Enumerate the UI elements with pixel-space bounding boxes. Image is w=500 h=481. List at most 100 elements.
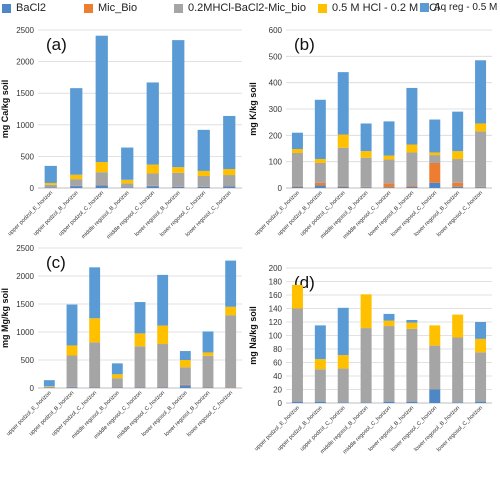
bar-segment (406, 87, 418, 145)
y-tick-label: 0 (278, 184, 283, 193)
y-tick-label: 500 (269, 52, 283, 61)
bar-segment (111, 363, 123, 375)
bar-segment (291, 149, 303, 153)
bar-segment (89, 267, 101, 319)
y-tick-label: 0 (30, 184, 35, 193)
legend-swatch (174, 3, 183, 13)
bar-segment (406, 144, 418, 153)
bar-segment (95, 172, 108, 186)
y-axis-label: mg K/kg soil (248, 82, 258, 136)
bar-segment (475, 322, 487, 339)
legend-item-mic-bio: Mic_Bio (84, 2, 137, 14)
bar-segment (291, 284, 303, 309)
bar-segment (223, 115, 236, 170)
bar-segment (70, 179, 83, 186)
bar-segment (452, 337, 464, 403)
bar-segment (360, 402, 372, 403)
y-tick-label: 1000 (16, 328, 34, 337)
bar-segment (66, 345, 78, 356)
bar-segment (314, 159, 326, 163)
bar-segment (337, 355, 349, 369)
bar-segment (179, 351, 191, 360)
bar-segment (314, 369, 326, 402)
x-tick-label: lower regosol_B_horizon (134, 190, 182, 238)
bar-segment (452, 314, 464, 338)
x-tick-label: lower regosol_B_horizon (413, 190, 461, 238)
bar-segment (134, 387, 146, 388)
x-tick-label: upper podzol_E_horizon (7, 190, 54, 237)
y-tick-label: 1500 (16, 300, 34, 309)
bar-segment (452, 159, 464, 183)
legend-label: 0.2MHCl-BaCl2-Mic_bio (188, 2, 306, 14)
bar-segment (383, 313, 395, 321)
bar-segment (475, 60, 487, 124)
y-tick-label: 2000 (16, 58, 34, 67)
bar-segment (475, 123, 487, 132)
bar-segment (337, 72, 349, 135)
bar-segment (314, 182, 326, 186)
bar-segment (383, 183, 395, 188)
x-tick-label: upper podzol_B_horizon (277, 405, 324, 452)
y-tick-label: 2000 (16, 272, 34, 281)
y-tick-label: 200 (269, 264, 283, 273)
y-tick-label: 1500 (16, 89, 34, 98)
bar-segment (134, 333, 146, 347)
legend-swatch (2, 3, 11, 13)
bar-segment (225, 260, 237, 307)
bar-segment (172, 40, 185, 168)
bar-segment (406, 319, 418, 323)
y-tick-label: 0 (278, 399, 283, 408)
bar-segment (406, 322, 418, 329)
bar-segment (89, 387, 101, 388)
y-tick-label: 2500 (16, 26, 34, 35)
bar-segment (134, 302, 146, 334)
bar-segment (337, 402, 349, 403)
bar-segment (383, 121, 395, 156)
bar-segment (429, 325, 441, 346)
bar-segment (452, 186, 464, 188)
bar-segment (172, 186, 185, 188)
bar-segment (89, 318, 101, 343)
x-tick-label: lower regosol_C_horizon (390, 190, 438, 238)
x-tick-label: upper podzol_E_horizon (254, 405, 301, 452)
bar-segment (44, 165, 57, 183)
x-tick-label: upper podzol_E_horizon (254, 190, 301, 237)
legend-swatch (318, 3, 327, 13)
x-tick-label: middle regosol_C_horizon (106, 190, 156, 240)
x-tick-label: lower regosol_B_horizon (368, 190, 416, 238)
x-tick-label: upper podzol_C_horizon (51, 390, 98, 437)
bar-segment (202, 331, 214, 353)
bar-segment (383, 159, 395, 184)
bar-segment (157, 274, 169, 326)
bar-segment (337, 307, 349, 356)
legend-swatch (84, 3, 93, 13)
bar-segment (172, 172, 185, 187)
bar-segment (179, 384, 191, 386)
legend-item-hcl-bacl2-mic: 0.2MHCl-BaCl2-Mic_bio (174, 2, 306, 14)
bar-segment (314, 185, 326, 188)
y-tick-label: 500 (21, 152, 35, 161)
bar-segment (429, 152, 441, 156)
legend-label: Aq reg - 0.5 M HCl (434, 2, 500, 13)
legend-label: Mic_Bio (98, 2, 138, 14)
panel-label: (c) (46, 253, 66, 272)
y-axis-label: mg Ca/kg soil (0, 80, 10, 139)
bar-segment (337, 185, 349, 187)
y-tick-label: 400 (269, 79, 283, 88)
bar-segment (66, 304, 78, 346)
y-tick-label: 100 (269, 158, 283, 167)
bar-segment (43, 386, 55, 387)
x-tick-label: upper podzol_C_horizon (58, 190, 105, 237)
bar-segment (360, 151, 372, 158)
bar-segment (157, 344, 169, 388)
bar-segment (406, 152, 418, 186)
y-tick-label: 40 (273, 372, 282, 381)
x-tick-label: lower regosol_C_horizon (436, 190, 484, 238)
bar-segment (95, 35, 108, 163)
bar-segment (121, 179, 134, 184)
bar-segment (172, 167, 185, 173)
bar-segment (146, 164, 159, 174)
bar-segment (429, 162, 441, 183)
